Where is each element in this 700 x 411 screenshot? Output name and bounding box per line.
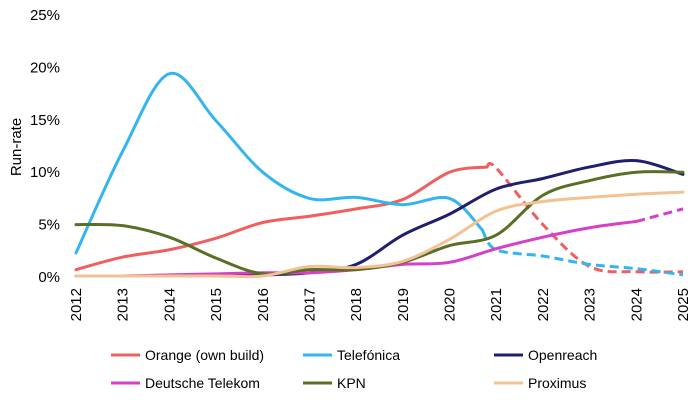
x-tick-label: 2022	[535, 288, 552, 321]
series-0	[74, 161, 684, 274]
y-tick-label: 25%	[30, 7, 60, 24]
x-tick-label: 2012	[68, 288, 85, 321]
y-axis-title: Run-rate	[8, 118, 25, 176]
x-tick-label: 2025	[675, 288, 692, 321]
y-tick-label: 15%	[30, 112, 60, 129]
series-line-solid	[74, 158, 685, 278]
legend-label: Deutsche Telekom	[145, 375, 260, 391]
y-tick-label: 5%	[38, 217, 60, 234]
legend-label: KPN	[337, 375, 366, 391]
legend-item: Telefónica	[303, 347, 400, 363]
x-tick-label: 2018	[348, 288, 365, 321]
series-2	[74, 158, 685, 278]
legend-label: Proximus	[528, 375, 586, 391]
x-tick-label: 2013	[115, 288, 132, 321]
x-tick-label: 2019	[395, 288, 412, 321]
y-tick-label: 0%	[38, 269, 60, 286]
y-tick-label: 10%	[30, 164, 60, 181]
series-line-forecast	[480, 228, 684, 277]
series-line-solid	[74, 190, 685, 279]
legend-item: Openreach	[494, 347, 597, 363]
x-tick-label: 2014	[161, 288, 178, 321]
x-tick-label: 2021	[488, 288, 505, 321]
series-line-solid	[74, 165, 489, 272]
y-tick-label: 20%	[30, 59, 60, 76]
series-line-solid	[74, 71, 484, 255]
x-tick-label: 2023	[582, 288, 599, 321]
legend-item: Proximus	[494, 375, 586, 391]
series-lines	[74, 71, 685, 279]
y-axis-tick-labels: 0% 5% 10% 15% 20% 25%	[30, 7, 60, 286]
legend-label: Telefónica	[337, 347, 400, 363]
legend-label: Openreach	[528, 347, 597, 363]
series-1	[74, 71, 684, 277]
legend-label: Orange (own build)	[145, 347, 264, 363]
x-tick-label: 2016	[255, 288, 272, 321]
legend-item: Orange (own build)	[111, 347, 264, 363]
legend-item: Deutsche Telekom	[111, 375, 260, 391]
legend-item: KPN	[303, 375, 366, 391]
series-4	[74, 170, 685, 276]
y-axis-title-group: Run-rate	[8, 118, 25, 176]
series-line-solid	[74, 170, 685, 276]
x-tick-label: 2020	[442, 288, 459, 321]
x-tick-label: 2015	[208, 288, 225, 321]
legend: Orange (own build) Telefónica Openreach Deu…	[111, 347, 597, 391]
x-axis-tick-labels: 2012 2013 2014 2015 2016 2017 2018 2019 2020 2021…	[68, 288, 692, 321]
series-5	[74, 190, 685, 279]
series-line-forecast	[635, 207, 684, 223]
series-line-forecast	[485, 161, 684, 274]
x-tick-label: 2024	[628, 288, 645, 321]
x-tick-label: 2017	[301, 288, 318, 321]
